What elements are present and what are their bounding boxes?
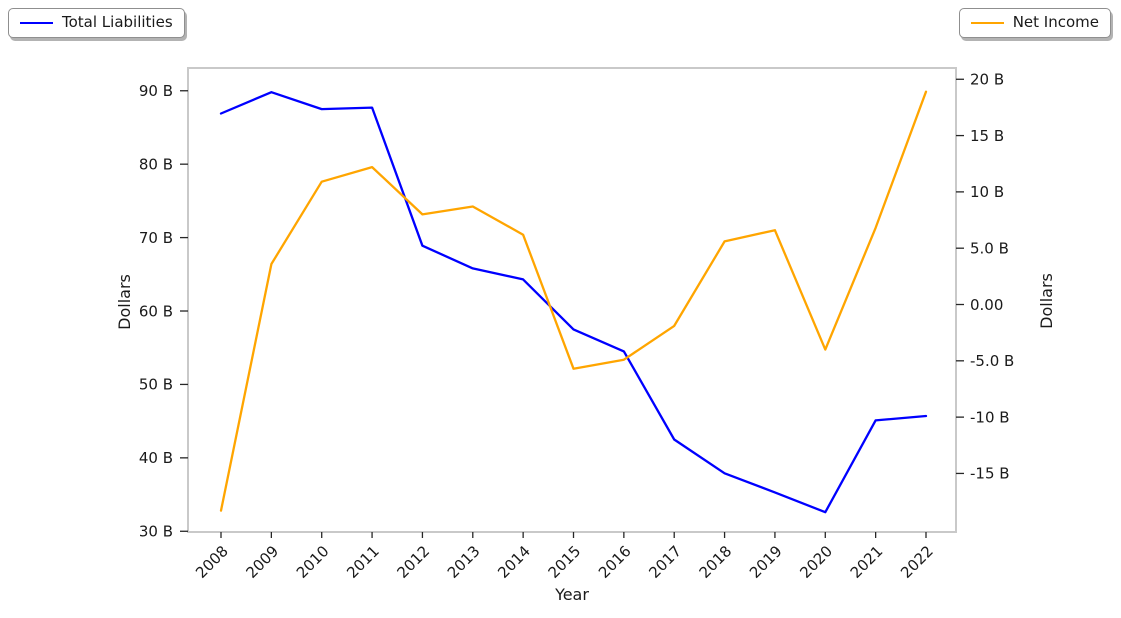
right-axis: -15 B -10 B -5.0 B 0.00 5.0 B 10 B 15 B 20 B xyxy=(956,71,1014,483)
x-tick-label: 2009 xyxy=(242,542,282,582)
series-line-total-liabilities xyxy=(219,91,928,514)
x-tick-label: 2010 xyxy=(293,542,333,582)
right-tick-label: -10 B xyxy=(970,408,1010,426)
x-tick-label: 2008 xyxy=(192,542,232,582)
x-tick-label: 2019 xyxy=(746,542,786,582)
right-tick-label: 5.0 B xyxy=(970,239,1009,257)
x-tick-label: 2020 xyxy=(796,542,836,582)
left-tick-label: 80 B xyxy=(139,155,173,173)
series-line-net-income xyxy=(219,90,928,512)
x-tick-label: 2013 xyxy=(444,542,484,582)
x-tick-label: 2018 xyxy=(696,542,736,582)
x-tick-label: 2015 xyxy=(545,542,585,582)
x-tick-label: 2014 xyxy=(494,542,534,582)
left-tick-label: 60 B xyxy=(139,302,173,320)
right-axis-title: Dollars xyxy=(1037,273,1056,329)
x-tick-label: 2016 xyxy=(595,542,635,582)
right-tick-label: -15 B xyxy=(970,465,1010,483)
right-tick-label: 0.00 xyxy=(970,296,1003,314)
legend-line-sample-orange-icon xyxy=(970,21,1004,24)
legend-total-liabilities: Total Liabilities xyxy=(8,8,185,38)
x-tick-label: 2022 xyxy=(897,542,937,582)
x-tick-label: 2017 xyxy=(645,542,685,582)
right-tick-label: 10 B xyxy=(970,183,1004,201)
x-tick-label: 2021 xyxy=(847,542,887,582)
left-axis: 30 B 40 B 50 B 60 B 70 B 80 B 90 B xyxy=(139,82,188,541)
legend-label-net-income: Net Income xyxy=(1012,13,1099,31)
right-tick-label: 20 B xyxy=(970,71,1004,89)
x-axis: 2008 2009 2010 2011 2012 2013 2014 2015 2016 2017… xyxy=(192,532,937,582)
left-tick-label: 90 B xyxy=(139,82,173,100)
left-tick-label: 50 B xyxy=(139,376,173,394)
left-tick-label: 70 B xyxy=(139,229,173,247)
right-tick-label: -5.0 B xyxy=(970,352,1014,370)
x-tick-label: 2012 xyxy=(394,542,434,582)
x-tick-label: 2011 xyxy=(343,542,383,582)
legend-line-sample-blue-icon xyxy=(20,21,53,24)
x-axis-title: Year xyxy=(554,585,589,604)
legend-label-total-liabilities: Total Liabilities xyxy=(62,13,173,31)
left-axis-title: Dollars xyxy=(115,274,134,330)
legend-net-income: Net Income xyxy=(958,8,1111,38)
left-tick-label: 30 B xyxy=(139,523,173,541)
right-tick-label: 15 B xyxy=(970,127,1004,145)
plot-frame xyxy=(187,67,957,533)
left-tick-label: 40 B xyxy=(139,449,173,467)
